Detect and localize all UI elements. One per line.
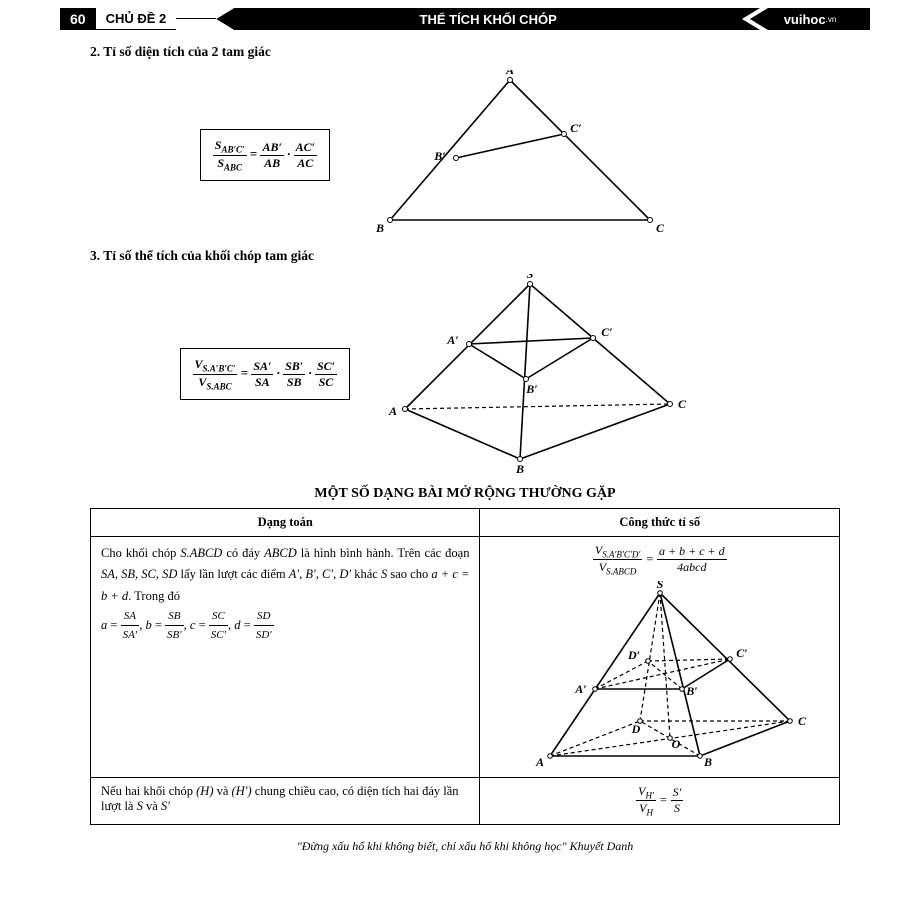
- extended-table: Dạng toán Công thức tỉ số Cho khối chóp …: [90, 508, 840, 825]
- triangle-diagram: A B C B′ C′: [360, 70, 680, 240]
- svg-text:S: S: [656, 581, 663, 591]
- page-number: 60: [60, 8, 96, 30]
- formula-volume-ratio: VS.A′B′C′ VS.ABC = SA′ SA · SB′ SB · SC′…: [180, 348, 350, 400]
- svg-text:A′: A′: [574, 682, 586, 696]
- svg-text:B′: B′: [525, 382, 537, 396]
- svg-text:S: S: [527, 274, 534, 281]
- brand-text: vuihoc: [784, 12, 826, 27]
- page-header: 60 CHỦ ĐỀ 2 THỂ TÍCH KHỐI CHÓP vuihoc.vn: [60, 8, 870, 30]
- page-content: 2. Tỉ số diện tích của 2 tam giác SAB′C′…: [0, 44, 900, 854]
- svg-text:A: A: [388, 404, 397, 418]
- svg-text:C: C: [678, 397, 687, 411]
- svg-text:A: A: [535, 755, 544, 769]
- section-2-row: SAB′C′ SABC = AB′ AB · AC′ AC A B C B′ C′: [90, 70, 840, 240]
- section-3-row: VS.A′B′C′ VS.ABC = SA′ SA · SB′ SB · SC′…: [90, 274, 840, 474]
- section-3-title: 3. Tỉ số thể tích của khối chóp tam giác: [90, 248, 840, 264]
- col1-header: Dạng toán: [91, 509, 480, 537]
- svg-text:B′: B′: [433, 149, 445, 163]
- svg-text:B: B: [515, 462, 524, 474]
- header-rule: [176, 8, 216, 19]
- table-row: Nếu hai khối chóp (H) và (H′) chung chiề…: [91, 777, 840, 824]
- svg-text:O: O: [671, 737, 680, 751]
- chapter-label: CHỦ ĐỀ 2: [96, 8, 177, 30]
- svg-text:C: C: [656, 221, 665, 235]
- col2-header: Công thức tỉ số: [480, 509, 840, 537]
- tetrahedron-diagram: S A B C A′ B′ C′: [380, 274, 700, 474]
- pyramid-abcd-diagram: S A B C D A′ B′ C′ D′ O: [510, 581, 810, 771]
- svg-text:C′: C′: [570, 121, 581, 135]
- brand-logo: vuihoc.vn: [750, 8, 870, 30]
- svg-text:C: C: [798, 714, 807, 728]
- svg-text:D′: D′: [627, 648, 640, 662]
- row2-problem: Nếu hai khối chóp (H) và (H′) chung chiề…: [91, 777, 480, 824]
- svg-text:B: B: [703, 755, 712, 769]
- extended-title: MỘT SỐ DẠNG BÀI MỞ RỘNG THƯỜNG GẶP: [90, 486, 840, 502]
- svg-text:B′: B′: [685, 684, 697, 698]
- svg-text:A: A: [505, 70, 514, 77]
- row2-formula-cell: VH′ VH = S′ S: [480, 777, 840, 824]
- svg-text:C′: C′: [601, 325, 612, 339]
- formula-area-ratio: SAB′C′ SABC = AB′ AB · AC′ AC: [200, 129, 330, 181]
- footer-quote: "Đừng xấu hổ khi không biết, chỉ xấu hổ …: [90, 839, 840, 854]
- row1-formula-cell: VS.A′B′C′D′ VS.ABCD = a + b + c + d 4abc…: [480, 537, 840, 778]
- table-row: Cho khối chóp S.ABCD có đáy ABCD là hình…: [91, 537, 840, 778]
- row1-problem: Cho khối chóp S.ABCD có đáy ABCD là hình…: [91, 537, 480, 778]
- brand-suffix: .vn: [826, 15, 837, 24]
- section-2-title: 2. Tỉ số diện tích của 2 tam giác: [90, 44, 840, 60]
- svg-text:B: B: [375, 221, 384, 235]
- page-title: THỂ TÍCH KHỐI CHÓP: [216, 8, 760, 30]
- svg-text:A′: A′: [446, 333, 458, 347]
- svg-text:C′: C′: [736, 646, 747, 660]
- svg-text:D: D: [630, 722, 640, 736]
